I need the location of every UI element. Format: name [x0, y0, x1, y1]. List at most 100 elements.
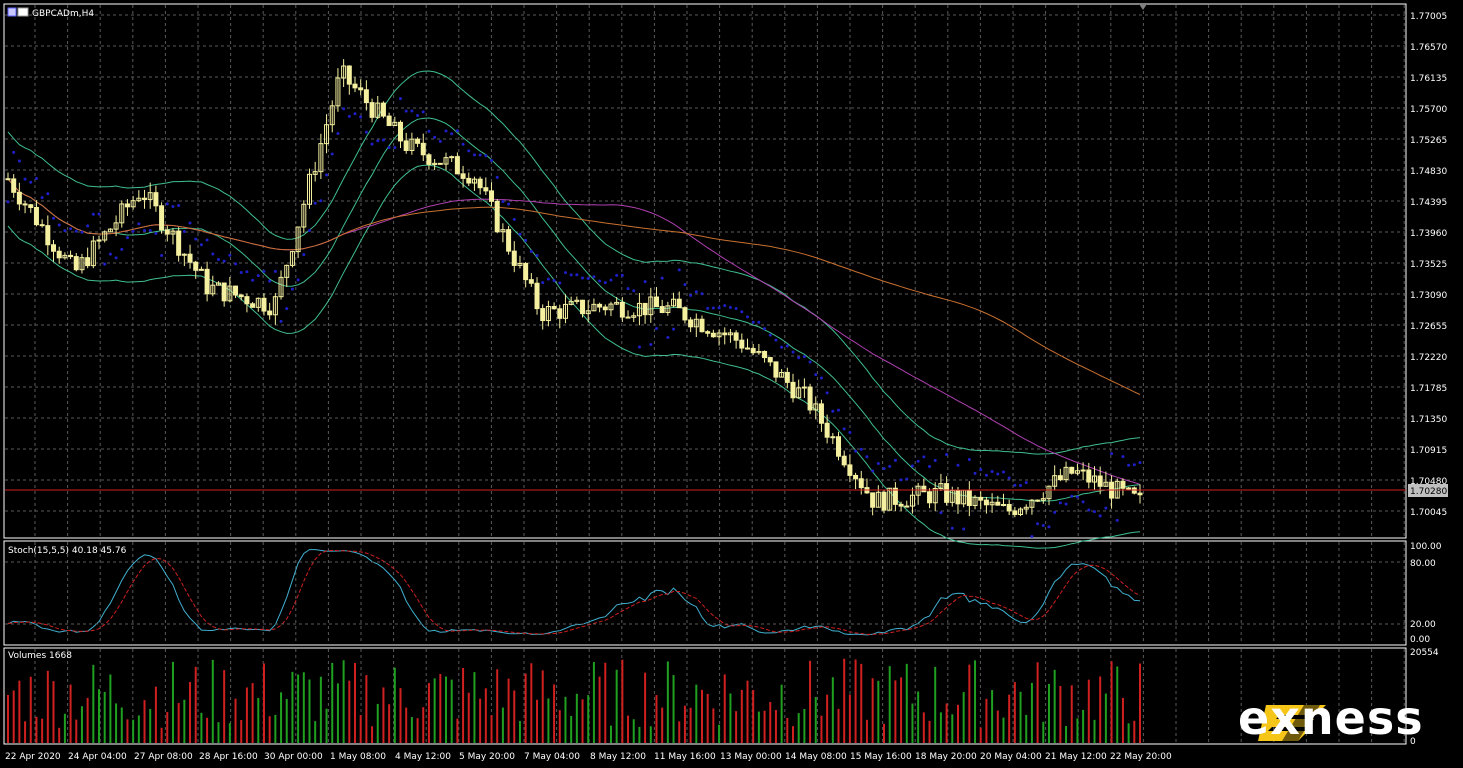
price-tick: 1.74830	[1410, 167, 1447, 177]
sar-dot	[455, 129, 459, 133]
candle-body	[756, 350, 762, 354]
sar-dot	[745, 315, 749, 319]
sar-dot	[922, 455, 926, 459]
sar-dot	[768, 333, 772, 337]
candle-body	[818, 403, 824, 424]
sar-dot	[1019, 484, 1023, 488]
sar-dot	[1036, 522, 1040, 526]
sar-dot	[46, 192, 50, 196]
candle-body	[335, 77, 341, 107]
sar-dot	[774, 338, 778, 342]
sar-dot	[177, 203, 181, 207]
candle-body	[966, 489, 972, 507]
sar-dot	[996, 472, 1000, 476]
candle-body	[614, 301, 620, 305]
sar-dot	[410, 109, 414, 113]
sar-dot	[598, 279, 602, 283]
candle-body	[875, 491, 881, 508]
candle-body	[716, 332, 722, 338]
candle-body	[1080, 469, 1086, 472]
sar-dot	[234, 262, 238, 266]
sar-dot	[524, 238, 528, 242]
sar-dot	[1064, 502, 1068, 506]
candle-body	[68, 254, 74, 258]
candle-body	[398, 121, 404, 142]
time-tick: 30 Apr 00:00	[264, 752, 323, 762]
sar-dot	[512, 217, 516, 221]
sar-dot	[376, 139, 380, 143]
time-tick: 4 May 12:00	[395, 752, 451, 762]
time-tick: 7 May 04:00	[524, 752, 580, 762]
sar-dot	[1001, 470, 1005, 474]
sar-dot	[495, 175, 499, 179]
price-tick: 1.70045	[1410, 508, 1447, 518]
sar-dot	[814, 373, 818, 377]
candle-body	[1023, 506, 1029, 510]
candle-body	[284, 264, 290, 278]
candle-body	[602, 306, 608, 311]
price-axis: 1.77005 1.76570 1.76135 1.75700 1.75265 …	[1410, 12, 1447, 518]
sar-dot	[80, 230, 84, 234]
price-tick: 1.73090	[1410, 291, 1447, 301]
sar-dot	[558, 281, 562, 285]
price-tick: 1.72220	[1410, 353, 1447, 363]
sar-dot	[393, 146, 397, 150]
time-tick: 22 May 20:00	[1110, 752, 1172, 762]
chart-window-icon[interactable]	[7, 7, 17, 17]
candle-body	[215, 282, 221, 286]
sar-dot	[797, 356, 801, 360]
candle-body	[585, 310, 591, 315]
candle-body	[790, 381, 796, 399]
sar-dot	[842, 427, 846, 431]
sar-dot	[1138, 461, 1142, 465]
sar-dot	[626, 287, 630, 291]
time-tick: 20 May 04:00	[980, 752, 1042, 762]
candle-body	[836, 436, 842, 457]
candle-body	[1074, 470, 1080, 474]
candle-body	[909, 494, 915, 507]
current-price-value: 1.70280	[1410, 487, 1447, 497]
sar-dot	[871, 469, 875, 473]
sar-dot	[541, 281, 545, 285]
candle-body	[147, 192, 153, 200]
candle-body	[1091, 475, 1097, 483]
price-tick: 1.71785	[1410, 384, 1447, 394]
candle-body	[1097, 475, 1103, 487]
candle-body	[415, 138, 421, 144]
exness-logo-icon	[1258, 705, 1326, 741]
sar-dot	[120, 247, 124, 251]
candle-body	[733, 332, 739, 341]
candles	[5, 59, 1143, 518]
candle-body	[500, 229, 506, 233]
candle-body	[289, 251, 295, 266]
candle-body	[642, 302, 648, 316]
sar-dot	[643, 280, 647, 284]
sar-dot	[581, 276, 585, 280]
sar-dot	[1070, 494, 1074, 498]
stoch-tick: 0.00	[1410, 635, 1430, 645]
sar-dot	[615, 273, 619, 277]
candle-body	[676, 298, 682, 309]
candle-body	[796, 387, 802, 399]
candle-body	[1063, 466, 1069, 481]
sar-dot	[302, 253, 306, 257]
time-tick: 18 May 20:00	[915, 752, 977, 762]
sar-dot	[507, 202, 511, 206]
price-tick: 1.70915	[1410, 446, 1447, 456]
candle-body	[73, 256, 79, 271]
sar-dot	[1092, 510, 1096, 514]
stoch-signal-line	[7, 549, 1141, 635]
sar-dot	[444, 129, 448, 133]
sar-dot	[933, 458, 937, 462]
chart-shift-marker-icon[interactable]	[1139, 4, 1147, 10]
sar-dot	[262, 269, 266, 273]
sar-dot	[1053, 510, 1057, 514]
sar-dot	[1041, 524, 1045, 528]
candle-body	[625, 316, 631, 319]
candle-body	[1103, 481, 1109, 487]
candle-body	[921, 485, 927, 493]
sar-dot	[905, 477, 909, 481]
candle-body	[375, 102, 381, 118]
sar-dot	[211, 252, 215, 256]
